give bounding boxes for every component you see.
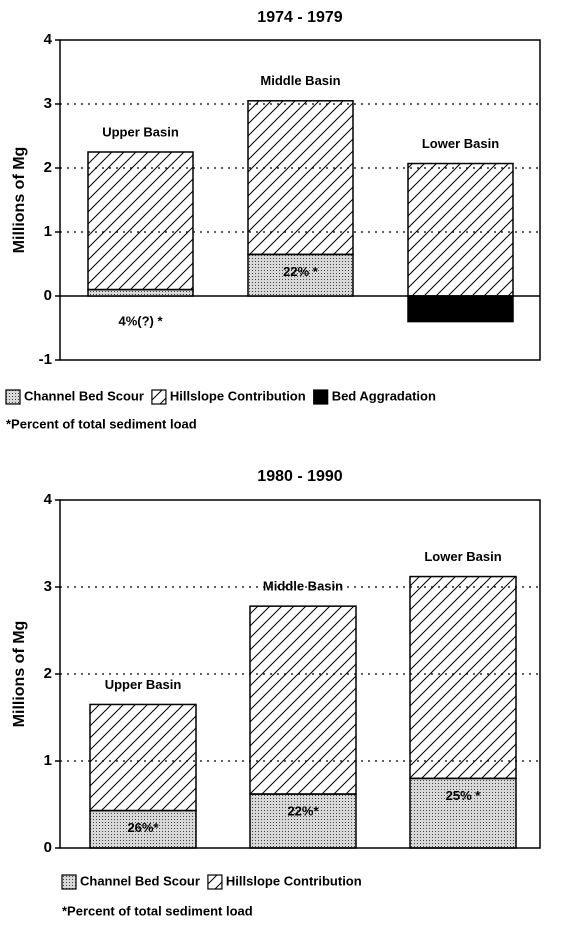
percent-label: 22%* [287,803,319,818]
legend-swatch [207,874,223,890]
y-tick-label: -1 [39,351,52,368]
y-tick-label: 3 [44,95,52,112]
category-label: Lower Basin [422,136,499,151]
y-tick-label: 4 [44,31,53,48]
percent-label: 25% * [446,788,482,803]
legend-label: Hillslope Contribution [226,873,362,888]
y-axis-label: Millions of Mg [11,621,28,728]
legend-label: Channel Bed Scour [24,388,144,403]
legend-swatch [5,389,21,405]
legend-swatch [61,874,77,890]
y-tick-label: 2 [44,665,52,682]
legend-swatch [151,389,167,405]
bar-segment [249,605,357,795]
legend-label: Channel Bed Scour [80,873,200,888]
y-tick-label: 1 [44,223,52,240]
bar-segment [409,575,517,780]
footnote: *Percent of total sediment load [6,416,197,431]
category-label: Middle Basin [263,579,343,594]
y-tick-label: 3 [44,578,52,595]
category-label: Middle Basin [260,73,340,88]
category-label: Upper Basin [102,124,179,139]
y-tick-label: 2 [44,159,52,176]
bar-segment [89,703,197,812]
y-tick-label: 4 [44,491,53,508]
plot-frame [59,499,541,849]
bar-segment [407,162,514,297]
percent-label: 22% * [283,264,319,279]
bar-segment [407,295,514,323]
bar-segment [87,288,194,297]
bar-segment [87,151,194,291]
y-tick-label: 1 [44,752,52,769]
category-label: Upper Basin [105,677,182,692]
bar-segment [89,809,197,849]
legend-label: Hillslope Contribution [170,388,306,403]
y-tick-label: 0 [44,839,52,856]
plot-frame [59,39,541,361]
chart-title: 1974 - 1979 [257,9,343,26]
percent-label: 4%(?) * [118,313,163,328]
legend-label: Bed Aggradation [332,388,436,403]
footnote: *Percent of total sediment load [62,903,253,918]
category-label: Lower Basin [424,549,501,564]
y-tick-label: 0 [44,287,52,304]
bar-segment [247,100,354,256]
percent-label: 26%* [127,820,159,835]
legend-swatch [313,389,329,405]
bar-segment [249,793,357,849]
chart-title: 1980 - 1990 [257,468,343,485]
y-axis-label: Millions of Mg [11,147,28,254]
